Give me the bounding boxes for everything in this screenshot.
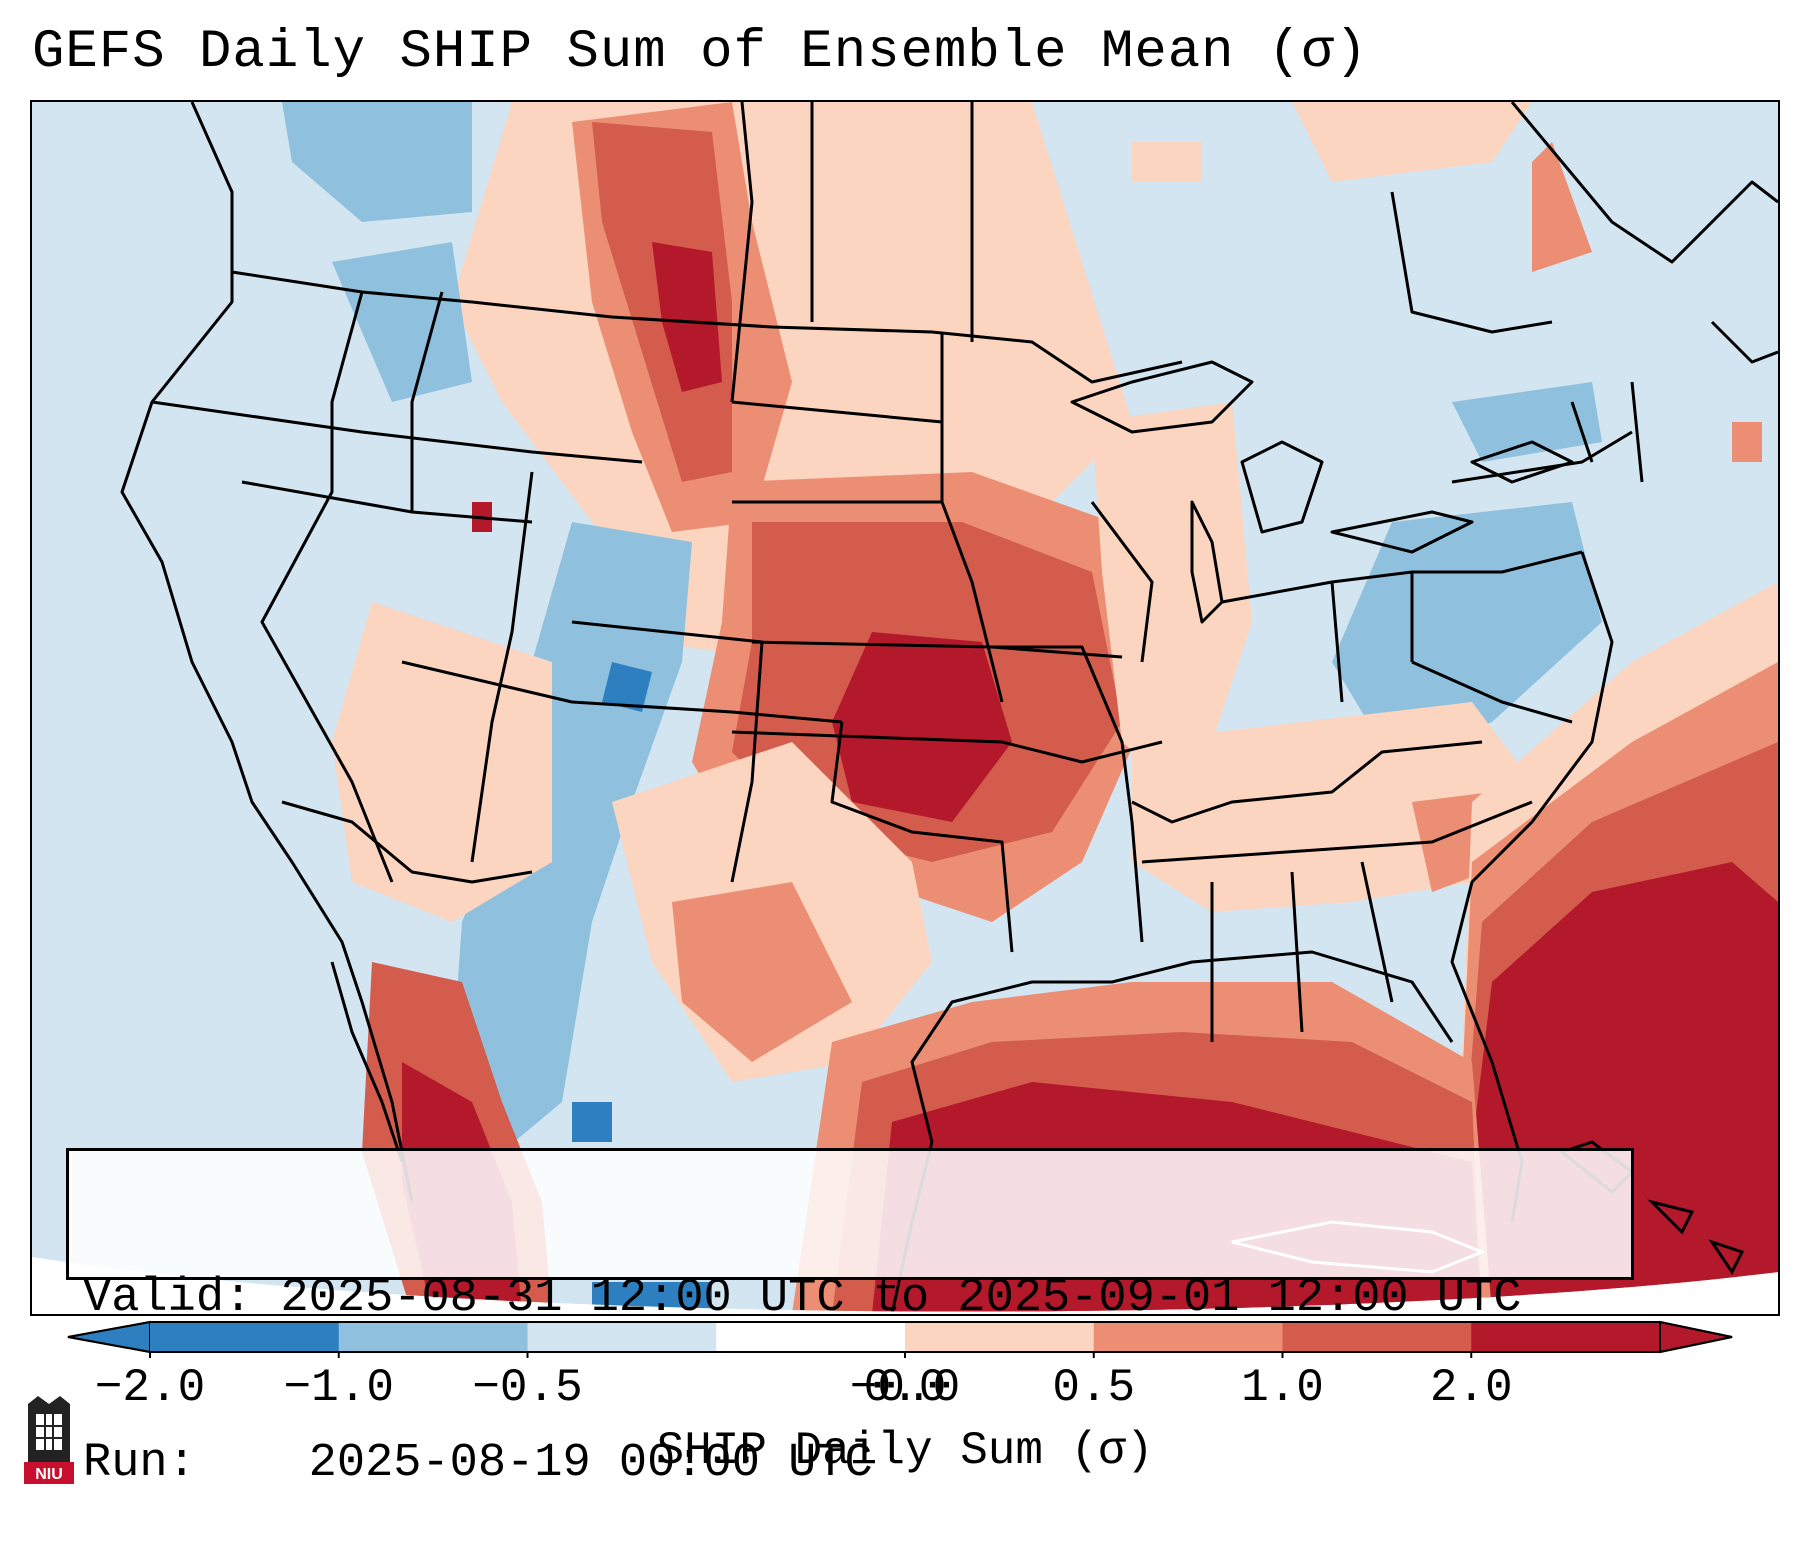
colorbar-extend-low <box>67 1320 151 1354</box>
colorbar-tick-label: −1.0 <box>283 1362 394 1414</box>
niu-logo: NIU <box>24 1396 74 1484</box>
anomaly-region <box>1092 402 1252 802</box>
colorbar <box>67 1320 1733 1358</box>
anomaly-region <box>1332 502 1602 762</box>
colorbar-extend-high <box>1659 1320 1733 1354</box>
map-title: GEFS Daily SHIP Sum of Ensemble Mean (σ) <box>32 22 1369 83</box>
colorbar-label: SHIP Daily Sum (σ) <box>656 1425 1154 1477</box>
logo-window <box>36 1414 62 1450</box>
state-borders <box>120 102 1644 1203</box>
run-line: Run: 2025-08-19 00:00 UTC <box>83 1436 1617 1491</box>
valid-value: 2025-08-31 12:00 UTC to 2025-09-01 12:00… <box>280 1272 1522 1325</box>
colorbar-segment <box>338 1322 528 1352</box>
anomaly-region <box>1452 382 1602 462</box>
anomaly-region <box>282 102 472 222</box>
ship-anomaly-map <box>32 102 1778 1312</box>
colorbar-tick-label: −0.0 <box>849 1362 961 1414</box>
anomaly-region <box>1532 142 1592 272</box>
logo-band <box>24 1462 74 1484</box>
colorbar-tick-label: 0.5 <box>1052 1362 1136 1414</box>
anomaly-region <box>572 1102 612 1142</box>
colorbar-segment <box>527 1322 717 1352</box>
valid-line: Valid: 2025-08-31 12:00 UTC to 2025-09-0… <box>83 1271 1617 1326</box>
anomaly-region <box>332 602 552 922</box>
map-panel <box>30 100 1780 1316</box>
anomaly-region <box>1292 102 1532 182</box>
anomaly-region <box>332 242 472 402</box>
anomaly-region <box>832 632 1012 822</box>
coastlines <box>330 102 1778 1312</box>
colorbar-tick-label: −0.5 <box>472 1362 583 1414</box>
run-value: 2025-08-19 00:00 UTC <box>308 1437 873 1490</box>
anomaly-region <box>602 662 652 712</box>
anomaly-region <box>652 242 722 392</box>
valid-run-info-box: Valid: 2025-08-31 12:00 UTC to 2025-09-0… <box>66 1148 1634 1490</box>
colorbar-tick-label: 1.0 <box>1241 1362 1324 1414</box>
colorbar-segment <box>716 1322 906 1352</box>
anomaly-region <box>1732 422 1762 462</box>
colorbar-segment <box>1282 1322 1472 1352</box>
valid-label: Valid: <box>83 1272 253 1325</box>
colorbar-segment <box>1471 1322 1661 1352</box>
anomaly-region <box>1132 142 1202 182</box>
colorbar-tick-label: 2.0 <box>1429 1362 1513 1414</box>
colorbar-tick-label: 0.0 <box>863 1362 947 1414</box>
logo-text: NIU <box>35 1466 63 1483</box>
colorbar-segment <box>150 1322 340 1352</box>
colorbar-segment <box>905 1322 1095 1352</box>
colorbar-tick-label: −2.0 <box>94 1362 206 1414</box>
anomaly-region <box>672 882 852 1062</box>
logo-window-grid <box>36 1414 62 1450</box>
run-label: Run: <box>83 1437 196 1490</box>
colorbar-segment <box>1093 1322 1283 1352</box>
